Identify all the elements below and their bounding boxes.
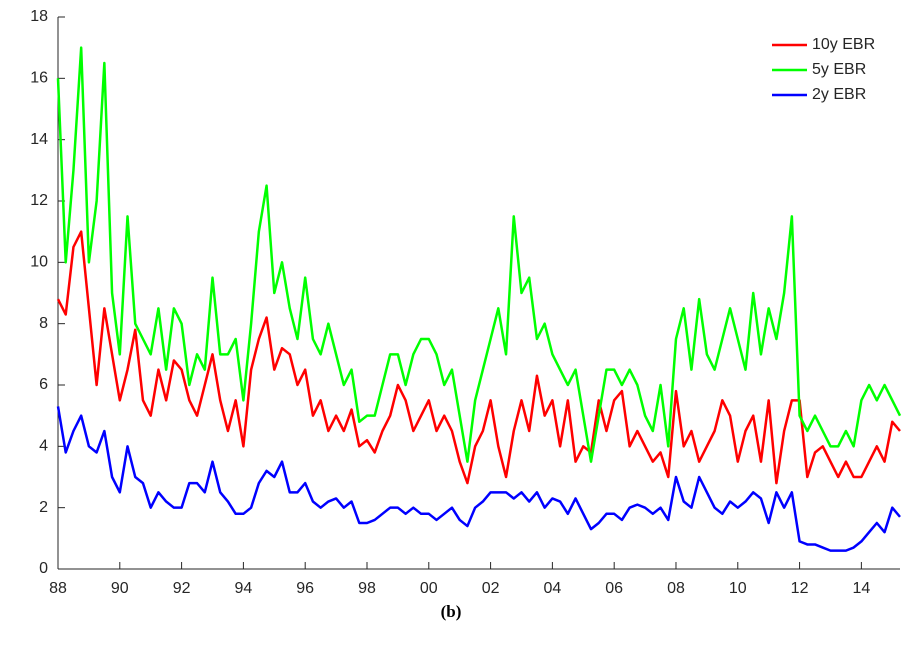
legend-label: 2y EBR bbox=[812, 86, 866, 103]
x-tick-label: 14 bbox=[852, 580, 870, 597]
x-tick-label: 98 bbox=[358, 580, 376, 597]
x-tick-label: 12 bbox=[791, 580, 809, 597]
x-tick-label: 90 bbox=[111, 580, 129, 597]
x-tick-label: 88 bbox=[49, 580, 67, 597]
x-tick-label: 96 bbox=[296, 580, 314, 597]
x-tick-label: 10 bbox=[729, 580, 747, 597]
x-tick-label: 02 bbox=[482, 580, 500, 597]
x-tick-label: 94 bbox=[234, 580, 252, 597]
legend-label: 5y EBR bbox=[812, 61, 866, 78]
y-tick-label: 0 bbox=[39, 560, 48, 577]
y-tick-label: 2 bbox=[39, 499, 48, 516]
legend-label: 10y EBR bbox=[812, 36, 875, 53]
series-line bbox=[56, 406, 901, 552]
y-tick-label: 8 bbox=[39, 315, 48, 332]
x-tick-label: 92 bbox=[173, 580, 191, 597]
y-tick-label: 18 bbox=[30, 8, 48, 25]
x-tick-label: 04 bbox=[543, 580, 561, 597]
y-tick-label: 12 bbox=[30, 192, 48, 209]
series-line bbox=[56, 230, 901, 485]
y-tick-label: 14 bbox=[30, 131, 48, 148]
x-tick-label: 06 bbox=[605, 580, 623, 597]
x-tick-label: 08 bbox=[667, 580, 685, 597]
series-line bbox=[56, 46, 902, 463]
y-tick-label: 4 bbox=[39, 438, 48, 455]
caption: (b) bbox=[441, 602, 462, 621]
y-tick-label: 10 bbox=[30, 254, 48, 271]
y-tick-label: 6 bbox=[39, 376, 48, 393]
y-tick-label: 16 bbox=[30, 70, 48, 87]
x-tick-label: 00 bbox=[420, 580, 438, 597]
